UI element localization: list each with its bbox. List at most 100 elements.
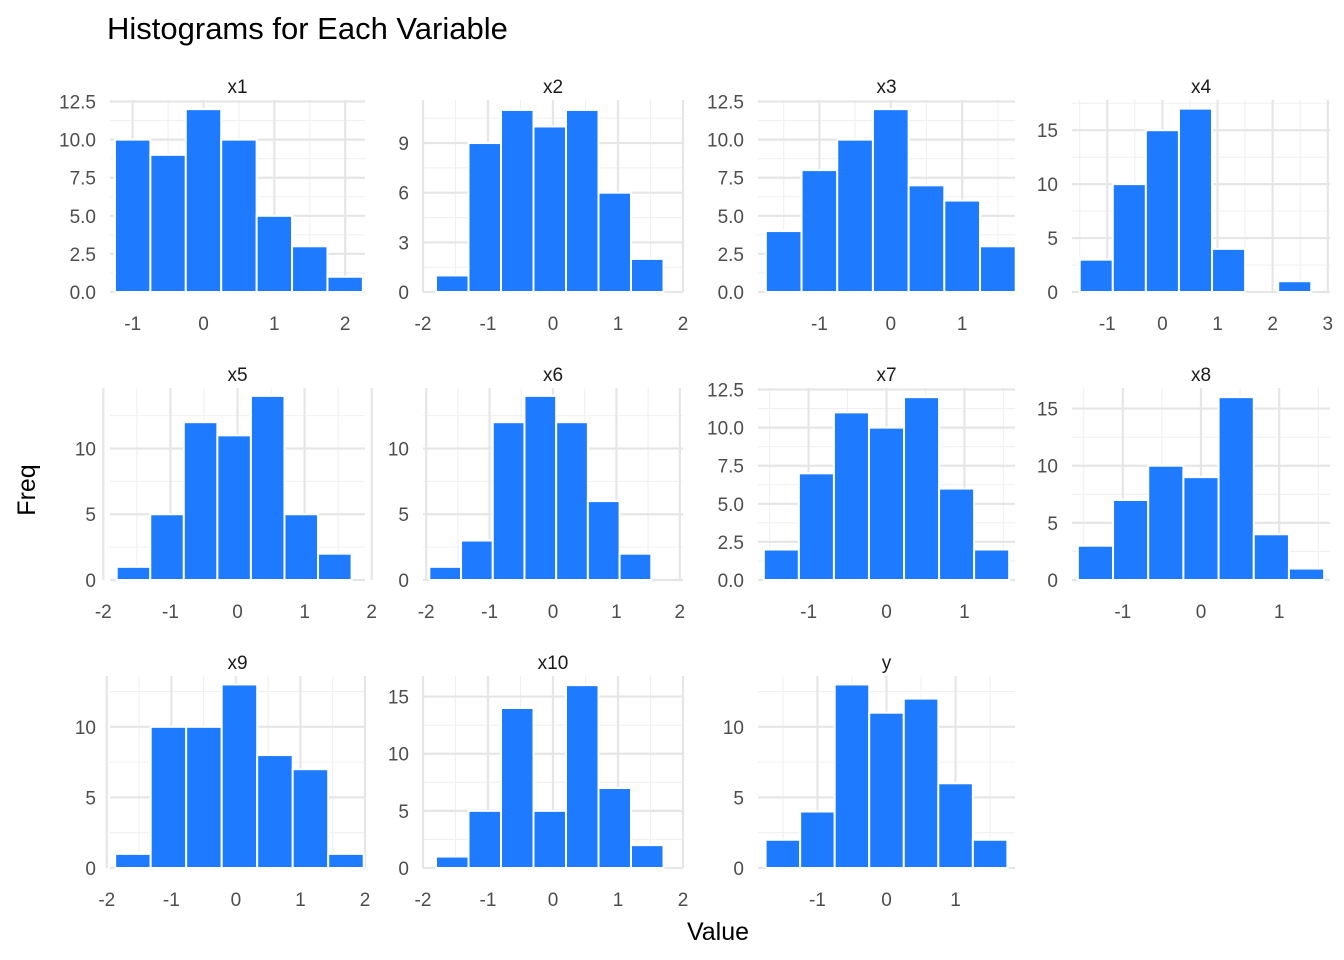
y-tick-label: 15 (1037, 400, 1058, 421)
histogram-bar-x10-1 (467, 809, 502, 869)
histogram-bar-x6-3 (523, 394, 558, 581)
histogram-bar-x2-0 (435, 274, 470, 293)
y-tick-label: 10.0 (59, 131, 96, 152)
x-tick-label: 0 (232, 602, 243, 623)
histogram-bar-x2-4 (565, 108, 600, 294)
x-tick-label: -1 (481, 602, 498, 623)
histogram-bar-x7-4 (903, 396, 941, 581)
x-tick-label: 1 (613, 890, 624, 911)
facet-label-x7: x7 (876, 365, 896, 386)
histogram-bar-x10-3 (532, 809, 567, 869)
x-tick-label: 1 (299, 602, 310, 623)
x-tick-label: -1 (124, 314, 141, 335)
y-tick-label: 0 (1047, 283, 1058, 304)
y-tick-label: 2.5 (718, 245, 744, 266)
facet-label-x1: x1 (227, 77, 247, 98)
y-axis-title: Freq (13, 464, 41, 515)
y-tick-label: 6 (398, 184, 409, 205)
histogram-bar-x3-1 (800, 169, 839, 294)
y-tick-label: 0.0 (70, 283, 96, 304)
histogram-bar-x10-6 (630, 844, 665, 870)
y-tick-label: 10 (75, 439, 96, 460)
y-tick-label: 0 (85, 859, 96, 880)
histogram-bar-x7-1 (797, 472, 835, 582)
histogram-bar-x10-5 (597, 787, 632, 869)
facet-panel-x7: x7-1 0 10.02.55.07.510.012.5 (707, 365, 1015, 623)
x-tick-label: 2 (366, 602, 377, 623)
histogram-bar-x9-3 (220, 683, 259, 869)
x-tick-label: -1 (1099, 314, 1116, 335)
histogram-bar-x1-5 (291, 245, 329, 294)
histogram-bar-x4-4 (1211, 247, 1247, 293)
y-tick-label: 5 (1047, 229, 1058, 250)
histogram-bar-x7-2 (832, 411, 870, 581)
x-tick-label: -1 (480, 890, 497, 911)
histogram-bar-x7-6 (973, 548, 1011, 581)
y-tick-label: 10.0 (707, 419, 744, 440)
y-tick-label: 2.5 (718, 533, 744, 554)
histogram-bar-x5-2 (182, 421, 219, 581)
x-tick-label: -1 (163, 890, 180, 911)
histogram-bar-x6-6 (618, 552, 653, 581)
facet-label-x6: x6 (543, 365, 563, 386)
histogram-bar-x3-3 (871, 108, 910, 294)
histogram-bar-x4-2 (1144, 129, 1180, 293)
y-tick-label: 9 (398, 134, 409, 155)
x-tick-label: 1 (295, 890, 306, 911)
x-tick-label: -1 (800, 602, 817, 623)
x-tick-label: 2 (678, 314, 689, 335)
x-tick-label: 0 (1157, 314, 1168, 335)
histogram-bar-x6-1 (460, 539, 494, 582)
histogram-bar-x6-0 (428, 565, 463, 581)
y-tick-label: 0 (398, 571, 409, 592)
y-tick-label: 7.5 (70, 169, 96, 190)
facet-panel-x10: x10 -2 -1 0 1 2 0 5 10 15 (388, 653, 688, 911)
histogram-bar-x8-6 (1287, 567, 1326, 581)
histogram-bar-x9-6 (327, 852, 365, 869)
histogram-bar-x9-4 (256, 754, 294, 870)
x-tick-label: -2 (95, 602, 112, 623)
histogram-bar-x7-3 (867, 426, 906, 581)
histogram-bar-y-1 (799, 810, 836, 870)
histogram-bar-x9-0 (114, 852, 152, 869)
facet-label-x10: x10 (538, 653, 569, 674)
x-tick-label: -2 (98, 890, 115, 911)
chart-title: Histograms for Each Variable (107, 11, 508, 46)
y-tick-label: 0 (1047, 571, 1058, 592)
histogram-bar-x2-3 (532, 125, 567, 293)
facet-panels: x1-1 0 1 20.02.55.07.510.012.5x2-2 -1 0 1 20369… (59, 77, 1333, 911)
y-tick-label: 12.5 (707, 381, 744, 402)
histogram-bar-x5-3 (216, 434, 252, 581)
histogram-bar-x3-4 (907, 184, 946, 293)
histogram-bar-x1-4 (255, 214, 294, 293)
x-tick-label: 1 (957, 314, 968, 335)
y-tick-label: 7.5 (718, 169, 744, 190)
histogram-bar-x4-0 (1078, 258, 1114, 293)
y-tick-label: 0 (398, 283, 409, 304)
x-tick-label: 0 (548, 314, 559, 335)
x-tick-label: 0 (881, 602, 892, 623)
histogram-bar-x8-0 (1076, 544, 1115, 582)
histogram-bar-x1-0 (113, 138, 152, 293)
histogram-bar-x3-6 (979, 245, 1017, 294)
histogram-bar-x10-0 (435, 855, 470, 869)
x-tick-label: 0 (881, 890, 892, 911)
facet-label-x9: x9 (227, 653, 247, 674)
histogram-bar-x3-0 (764, 230, 803, 294)
histogram-bar-x6-4 (555, 421, 589, 581)
histogram-bar-x5-4 (249, 394, 286, 581)
x-tick-label: -1 (1114, 602, 1131, 623)
histogram-bar-y-5 (937, 782, 974, 870)
x-tick-label: 2 (340, 314, 351, 335)
facet-panel-x2: x2 -2 -1 0 1 2 0 3 6 9 (398, 77, 688, 335)
x-tick-label: 0 (231, 890, 242, 911)
y-tick-label: 10 (388, 439, 409, 460)
histogram-bar-x4-3 (1177, 107, 1214, 293)
histogram-bar-y-6 (971, 838, 1009, 870)
x-tick-label: 1 (1274, 602, 1285, 623)
facet-panel-x6: x6 -2 -1 0 1 2 0 5 10 (388, 365, 685, 623)
x-tick-label: -2 (415, 314, 432, 335)
